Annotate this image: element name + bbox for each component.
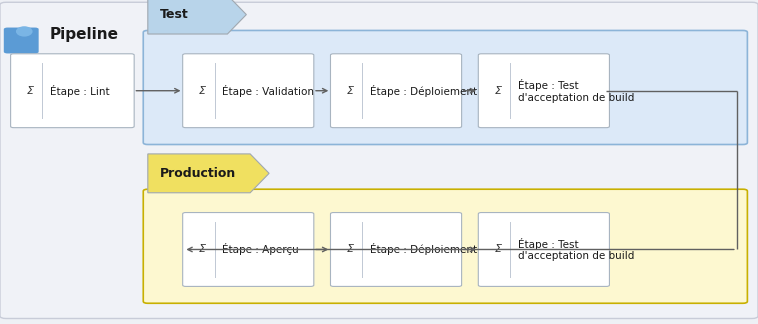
FancyBboxPatch shape [0, 2, 758, 318]
Text: Test: Test [160, 8, 189, 21]
FancyBboxPatch shape [478, 54, 609, 128]
FancyBboxPatch shape [478, 213, 609, 286]
Text: Étape : Déploiement: Étape : Déploiement [370, 85, 477, 97]
Polygon shape [148, 154, 269, 193]
FancyBboxPatch shape [183, 54, 314, 128]
FancyBboxPatch shape [11, 54, 134, 128]
Text: Σ: Σ [494, 245, 502, 254]
Text: Σ: Σ [27, 86, 34, 96]
Ellipse shape [16, 26, 33, 37]
Text: Étape : Lint: Étape : Lint [50, 85, 110, 97]
Text: Σ: Σ [346, 86, 354, 96]
Text: Σ: Σ [494, 86, 502, 96]
FancyBboxPatch shape [143, 30, 747, 145]
FancyBboxPatch shape [4, 28, 39, 53]
FancyBboxPatch shape [183, 213, 314, 286]
Text: Étape : Aperçu: Étape : Aperçu [222, 243, 299, 256]
Text: Étape : Validation: Étape : Validation [222, 85, 314, 97]
Text: Étape : Test
d'acceptation de build: Étape : Test d'acceptation de build [518, 238, 634, 261]
Text: Production: Production [160, 167, 236, 180]
FancyBboxPatch shape [330, 213, 462, 286]
Text: Étape : Test
d'acceptation de build: Étape : Test d'acceptation de build [518, 79, 634, 102]
Text: Σ: Σ [199, 245, 206, 254]
Text: Pipeline: Pipeline [49, 27, 118, 41]
Text: Σ: Σ [346, 245, 354, 254]
FancyBboxPatch shape [143, 189, 747, 303]
Text: Étape : Déploiement: Étape : Déploiement [370, 243, 477, 256]
Polygon shape [148, 0, 246, 34]
Text: Σ: Σ [199, 86, 206, 96]
FancyBboxPatch shape [330, 54, 462, 128]
